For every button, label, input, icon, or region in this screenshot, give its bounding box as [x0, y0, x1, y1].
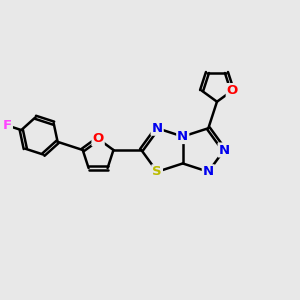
Text: N: N [203, 165, 214, 178]
Text: N: N [152, 122, 163, 135]
Text: N: N [177, 130, 188, 143]
Text: O: O [227, 84, 238, 97]
Text: N: N [219, 143, 230, 157]
Text: O: O [92, 132, 104, 145]
Text: S: S [152, 165, 162, 178]
Text: F: F [3, 119, 12, 132]
